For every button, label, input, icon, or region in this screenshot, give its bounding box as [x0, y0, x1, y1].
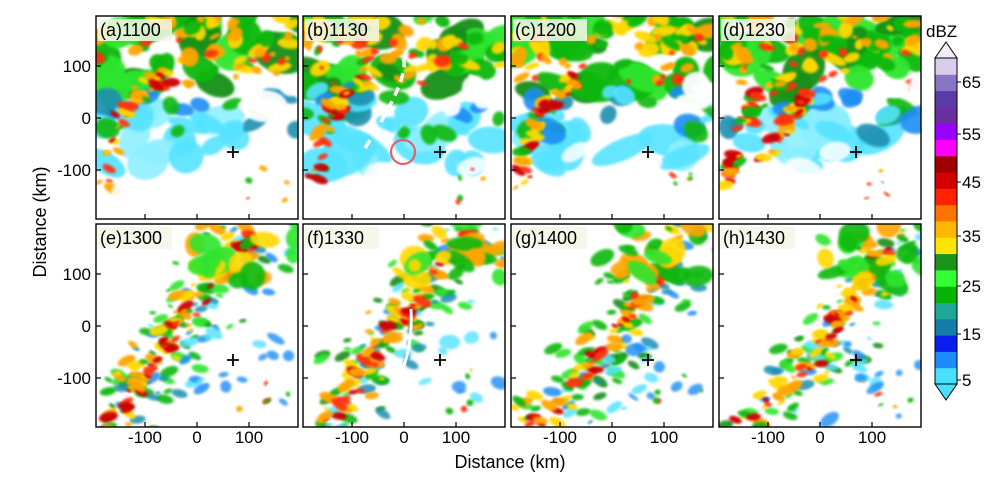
- radar-site-cross: [227, 146, 239, 158]
- x-tick-label: 100: [858, 428, 886, 447]
- panel-label: (g)1400: [515, 228, 577, 248]
- colorbar-tick-label: 65: [962, 73, 981, 92]
- reflectivity-field: [303, 224, 505, 427]
- colorbar-segment: [935, 237, 957, 255]
- radar-panel: (h)1430: [718, 223, 922, 428]
- x-tick-label: 0: [399, 428, 408, 447]
- radar-panel: (g)1400: [510, 223, 714, 428]
- y-tick-label: -100: [57, 369, 91, 388]
- panel-label: (d)1230: [723, 20, 785, 40]
- reflectivity-field: [511, 224, 713, 427]
- radar-panel: (d)1230: [718, 15, 922, 220]
- y-tick-label: 0: [82, 317, 91, 336]
- panel-label-background: [721, 19, 795, 41]
- panel-label-background: [98, 19, 172, 41]
- radar-site-cross: [434, 146, 446, 158]
- y-tick-label: 100: [63, 265, 91, 284]
- x-axis-label: Distance (km): [454, 452, 565, 472]
- colorbar-segment: [935, 318, 957, 336]
- colorbar: 65 55 45 35 25 15 5 dBZ: [926, 22, 981, 401]
- colorbar-segment: [935, 106, 957, 124]
- panel-label-background: [305, 19, 379, 41]
- panel-label-background: [513, 19, 587, 41]
- panel-label: (c)1200: [515, 20, 576, 40]
- white-line-annotation: [399, 308, 413, 375]
- panel-label: (a)1100: [100, 20, 161, 40]
- colorbar-segment: [935, 253, 957, 271]
- colorbar-segment: [935, 204, 957, 222]
- y-tick-label: 0: [82, 109, 91, 128]
- radar-site-cross: [227, 354, 239, 366]
- colorbar-tick-label: 5: [962, 371, 971, 390]
- panel-label: (h)1430: [723, 228, 785, 248]
- radar-site-cross: [434, 354, 446, 366]
- x-tick-label: 0: [815, 428, 824, 447]
- colorbar-segment: [935, 221, 957, 238]
- colorbar-segment: [935, 302, 957, 320]
- colorbar-tick-label: 25: [962, 277, 981, 296]
- colorbar-segment: [935, 351, 957, 369]
- colorbar-segment: [935, 90, 957, 108]
- colorbar-segment: [935, 269, 957, 287]
- x-tick-label: 0: [607, 428, 616, 447]
- colorbar-segment: [935, 155, 957, 173]
- radar-panel: (f)1330: [302, 223, 506, 428]
- x-tick-label: 100: [650, 428, 678, 447]
- x-tick-label: 100: [442, 428, 470, 447]
- radar-site-cross: [850, 146, 862, 158]
- colorbar-segment: [935, 74, 957, 92]
- radar-panel: (b)1130: [302, 15, 506, 220]
- x-tick-label: 0: [192, 428, 201, 447]
- x-tick-label: 100: [235, 428, 263, 447]
- x-tick-label: -100: [335, 428, 369, 447]
- x-tick-label: -100: [128, 428, 162, 447]
- colorbar-tick-label: 15: [962, 325, 981, 344]
- dashed-arc-annotation: [363, 57, 406, 149]
- panel-label: (f)1330: [307, 228, 364, 248]
- colorbar-tick-label: 35: [962, 227, 981, 246]
- colorbar-segment: [935, 335, 957, 352]
- radar-panel: (a)1100: [95, 15, 299, 220]
- y-tick-label: 100: [63, 57, 91, 76]
- radar-site-cross: [642, 146, 654, 158]
- radar-site-cross: [850, 354, 862, 366]
- radar-panel: (e)1300: [95, 223, 299, 428]
- colorbar-segment: [935, 367, 957, 385]
- y-axis-label: Distance (km): [30, 166, 50, 277]
- colorbar-segment: [935, 188, 957, 206]
- colorbar-min-arrow: [934, 383, 958, 401]
- colorbar-segment: [935, 172, 957, 189]
- colorbar-segment: [935, 286, 957, 303]
- panel-label-background: [98, 227, 172, 249]
- panel-label-background: [305, 227, 379, 249]
- reflectivity-field: [96, 224, 298, 427]
- panel-label-background: [721, 227, 795, 249]
- colorbar-tick-label: 55: [962, 125, 981, 144]
- y-tick-label: -100: [57, 161, 91, 180]
- panel-label: (e)1300: [100, 228, 162, 248]
- colorbar-unit-label: dBZ: [926, 22, 957, 41]
- x-tick-label: -100: [751, 428, 785, 447]
- colorbar-segment: [935, 123, 957, 140]
- colorbar-segment: [935, 139, 957, 157]
- x-tick-label: -100: [543, 428, 577, 447]
- colorbar-tick-label: 45: [962, 173, 981, 192]
- reflectivity-field: [511, 16, 713, 219]
- radar-site-cross: [642, 354, 654, 366]
- radar-panel: (c)1200: [510, 15, 714, 220]
- panel-label: (b)1130: [307, 20, 368, 40]
- colorbar-max-arrow: [934, 41, 958, 59]
- circle-annotation: [389, 138, 417, 166]
- panel-label-background: [513, 227, 587, 249]
- colorbar-segment: [935, 58, 957, 75]
